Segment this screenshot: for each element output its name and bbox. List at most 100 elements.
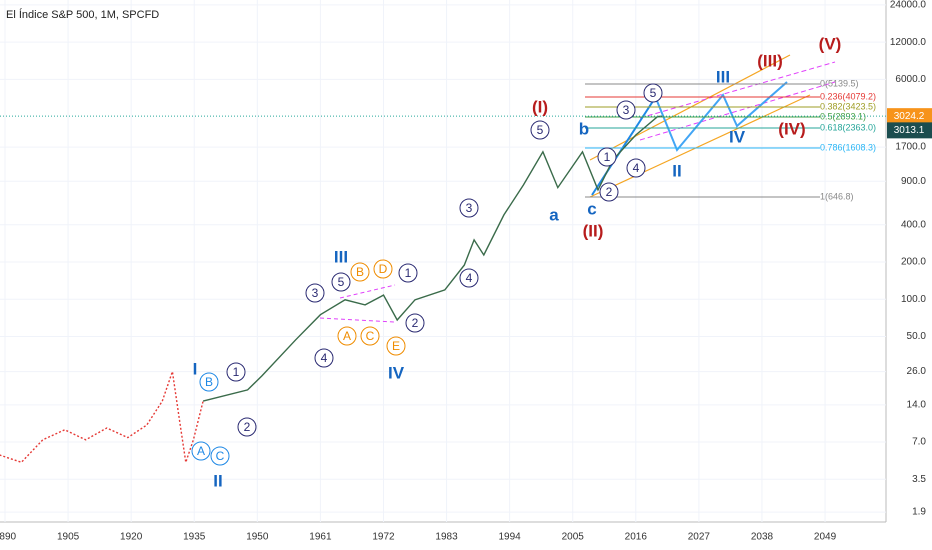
wave-label: 2 (244, 420, 251, 434)
wave-label: 3 (312, 286, 319, 300)
y-tick-label: 50.0 (907, 331, 927, 342)
wave-label: a (549, 205, 559, 224)
wave-circle (337, 326, 357, 346)
wave-circle (305, 283, 325, 303)
wave-line (591, 97, 656, 196)
fib-label: 0(5139.5) (820, 78, 859, 88)
wave-label: IV (729, 127, 746, 146)
x-tick-label: 1994 (499, 532, 522, 543)
wave-circle (237, 417, 257, 437)
wave-label: (III) (757, 51, 783, 70)
wave-label: 4 (466, 271, 473, 285)
wave-circle (459, 198, 479, 218)
projection (654, 81, 788, 152)
channel-line (639, 61, 836, 119)
x-tick-label: 1905 (57, 532, 80, 543)
wave-circle (331, 272, 351, 292)
y-tick-label: 12000.0 (890, 37, 927, 48)
wave-label: D (379, 262, 388, 276)
x-tick-label: 1972 (372, 532, 395, 543)
wave-circle (643, 83, 663, 103)
wave-label: b (579, 119, 589, 138)
wave-label: B (356, 265, 364, 279)
wave-label: 1 (604, 150, 611, 164)
price-label: 3013.1 (894, 125, 925, 136)
x-tick-label: 1935 (183, 532, 206, 543)
wave-label: III (716, 67, 730, 86)
wave-label: C (366, 329, 375, 343)
wave-label: A (343, 329, 351, 343)
wave-circle (599, 182, 619, 202)
x-tick-label: 1920 (120, 532, 143, 543)
wave-label: IV (388, 363, 405, 382)
wave-circle (210, 446, 230, 466)
fib-label: 0.382(3423.5) (820, 101, 876, 111)
wave-circle (199, 372, 219, 392)
triangle-line (319, 317, 396, 323)
wave-circle (459, 268, 479, 288)
price-box (887, 108, 932, 125)
wave-label: (V) (819, 34, 842, 53)
wave-label: E (392, 339, 400, 353)
price-line (0, 371, 204, 464)
drawings (319, 54, 836, 323)
y-tick-label: 26.0 (907, 366, 927, 377)
x-tick-label: 2005 (562, 532, 585, 543)
wave-label: 3 (623, 103, 630, 117)
fib-label: 0.618(2363.0) (820, 122, 876, 132)
wave-label: (II) (583, 221, 604, 240)
wave-label: 2 (606, 185, 613, 199)
wave-circle (398, 263, 418, 283)
wave-label: I (193, 359, 198, 378)
wave-label: B (205, 375, 213, 389)
wave-circle (226, 362, 246, 382)
wave-circle (405, 313, 425, 333)
wave-label: II (672, 161, 681, 180)
y-tick-label: 7.0 (912, 437, 926, 448)
x-tick-label: 1983 (435, 532, 458, 543)
fib-label: 0.786(1608.3) (820, 142, 876, 152)
chart-title: El Índice S&P 500, 1M, SPCFD (6, 8, 159, 21)
y-tick-label: 14.0 (907, 399, 927, 410)
price-box (887, 122, 932, 139)
wave-label: 5 (338, 275, 345, 289)
x-tick-label: 1890 (0, 532, 17, 543)
wave-circle (350, 262, 370, 282)
y-tick-label: 6000.0 (895, 74, 926, 85)
triangle-line (339, 284, 396, 299)
grid (0, 0, 886, 522)
wave-circle (191, 441, 211, 461)
price-line (202, 115, 663, 402)
y-tick-label: 3.5 (912, 474, 926, 485)
wave-label: 5 (650, 86, 657, 100)
wave-label: (IV) (778, 119, 805, 138)
wave-label: 4 (321, 351, 328, 365)
wave-label: 5 (537, 123, 544, 137)
channel-line (589, 94, 811, 198)
wave-label: c (587, 199, 596, 218)
wave-circle (530, 120, 550, 140)
y-tick-label: 1.9 (912, 507, 926, 518)
fib-label: 0.236(4079.2) (820, 91, 876, 101)
x-tick-label: 1950 (246, 532, 269, 543)
y-tick-label: 200.0 (901, 257, 926, 268)
y-tick-label: 1700.0 (895, 142, 926, 153)
y-tick-label: 900.0 (901, 176, 926, 187)
fib-label: 1(646.8) (820, 191, 854, 201)
wave-circle (616, 100, 636, 120)
wave-label: A (197, 444, 205, 458)
wave-label: 1 (405, 266, 412, 280)
wave-circle (360, 326, 380, 346)
wave-circle (386, 336, 406, 356)
wave-label: 4 (633, 161, 640, 175)
wave-label: 2 (412, 316, 419, 330)
y-tick-label: 400.0 (901, 219, 926, 230)
y-tick-label: 100.0 (901, 294, 926, 305)
wave-circle (626, 158, 646, 178)
wave-circle (597, 147, 617, 167)
channel-line (639, 81, 836, 141)
wave-circle (373, 259, 393, 279)
x-tick-label: 2027 (688, 532, 711, 543)
